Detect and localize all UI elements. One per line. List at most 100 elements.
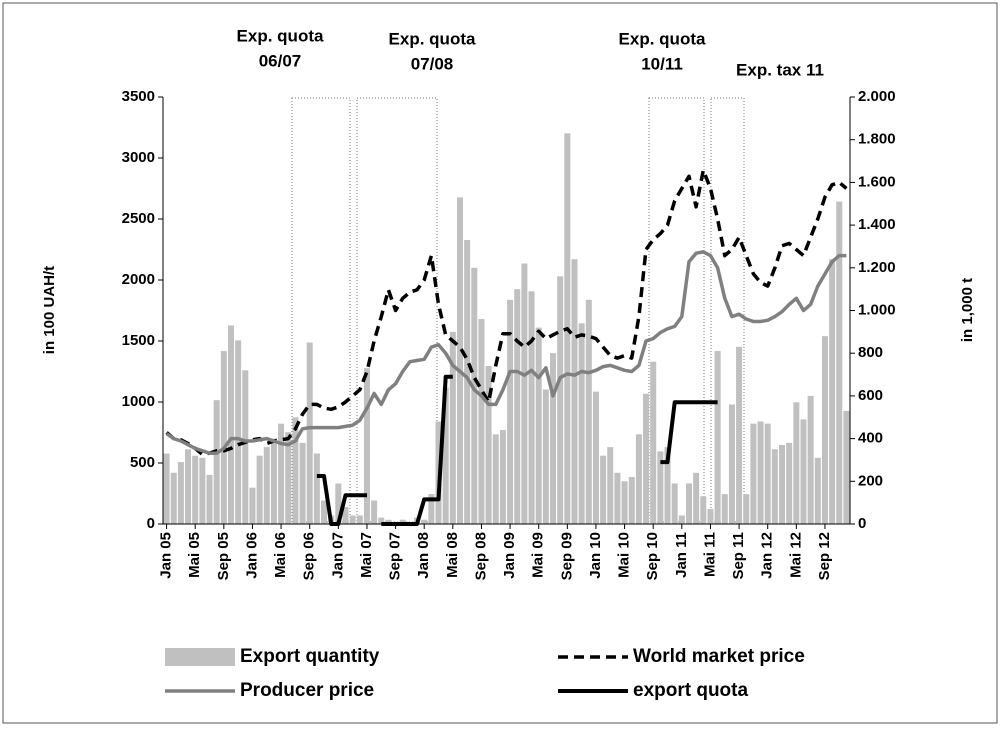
bar (750, 423, 757, 524)
bar (349, 515, 356, 524)
y-tick-label: 2500 (122, 210, 155, 227)
bar (478, 319, 485, 524)
annotation: Exp. tax 11 (736, 60, 824, 79)
bar (177, 462, 184, 524)
bar (456, 197, 463, 524)
bar (421, 519, 428, 524)
x-tick-label: Mai 08 (444, 532, 461, 578)
y2-axis-title: in 1,000 t (959, 278, 976, 342)
bar (442, 387, 449, 524)
bar (736, 346, 743, 524)
x-tick-label: Mai 07 (358, 532, 375, 578)
bar (685, 483, 692, 524)
bar (499, 430, 506, 524)
bar (235, 340, 242, 524)
bar (464, 240, 471, 525)
bar (614, 472, 621, 524)
bar (270, 438, 277, 524)
x-tick-label: Sep 11 (730, 532, 747, 580)
bar (335, 483, 342, 524)
x-tick-label: Sep 06 (301, 532, 318, 580)
bar (213, 400, 220, 524)
bar (371, 500, 378, 524)
bar (700, 496, 707, 524)
annotation: Exp. quota (237, 26, 324, 45)
x-tick-label: Mai 10 (616, 532, 633, 578)
bar (786, 442, 793, 524)
x-tick-label: Jan 07 (329, 532, 346, 579)
bar (571, 259, 578, 524)
x-tick-label: Jan 11 (673, 532, 690, 578)
line (165, 168, 848, 457)
bar (449, 331, 456, 524)
legend-label: World market price (633, 646, 805, 667)
bar (592, 391, 599, 524)
legend-swatch (165, 648, 235, 666)
bar (514, 289, 521, 524)
bar (378, 517, 385, 524)
bar (471, 267, 478, 524)
bar (185, 449, 192, 524)
y2-tick-label: 2.000 (858, 88, 896, 105)
bar (664, 447, 671, 524)
bar (743, 494, 750, 524)
y2-tick-label: 0 (858, 515, 866, 532)
bar (163, 453, 170, 524)
x-tick-label: Mai 12 (787, 532, 804, 578)
y2-tick-label: 200 (858, 472, 883, 489)
bar (256, 455, 263, 524)
y-axis-title: in 100 UAH/t (41, 266, 58, 354)
bar (321, 500, 328, 524)
bar (278, 423, 285, 524)
x-tick-label: Sep 07 (387, 532, 404, 580)
bar (199, 457, 206, 524)
x-tick-label: Jan 12 (759, 532, 776, 579)
bar (528, 291, 535, 524)
bar (299, 442, 306, 524)
bar (657, 451, 664, 524)
y-tick-label: 3500 (122, 88, 155, 105)
y2-tick-label: 600 (858, 387, 883, 404)
period-box (710, 97, 745, 523)
y2-tick-label: 1.000 (858, 301, 896, 318)
bar (757, 421, 764, 524)
bar (628, 477, 635, 524)
bar (807, 395, 814, 524)
bar (843, 410, 850, 524)
bar (428, 494, 435, 524)
bar (621, 481, 628, 524)
bar (385, 519, 392, 524)
x-tick-label: Jan 10 (587, 532, 604, 579)
bar (764, 423, 771, 524)
bar (399, 519, 406, 524)
annotation: Exp. quota (619, 29, 706, 48)
y-tick-label: 2000 (122, 271, 155, 288)
bar (192, 455, 199, 524)
bar (356, 515, 363, 524)
x-tick-label: Sep 05 (215, 532, 232, 580)
x-tick-label: Jan 06 (243, 532, 260, 579)
y2-tick-label: 1.800 (858, 131, 896, 148)
bar (550, 353, 557, 524)
bar (263, 447, 270, 524)
bar (771, 449, 778, 524)
bar (793, 402, 800, 524)
bar (814, 457, 821, 524)
bar (492, 434, 499, 524)
y-tick-label: 500 (130, 454, 155, 471)
bar (542, 389, 549, 524)
y-tick-label: 1000 (122, 393, 155, 410)
bar (227, 325, 234, 524)
bar (671, 483, 678, 524)
y-tick-label: 1500 (122, 332, 155, 349)
legend-label: Export quantity (240, 646, 380, 667)
x-tick-label: Mai 09 (530, 532, 547, 578)
bar (342, 506, 349, 524)
bar (507, 299, 514, 524)
x-tick-label: Sep 12 (816, 532, 833, 580)
x-tick-label: Jan 09 (501, 532, 518, 579)
bar (693, 472, 700, 524)
bar (728, 404, 735, 524)
bar (220, 351, 227, 524)
